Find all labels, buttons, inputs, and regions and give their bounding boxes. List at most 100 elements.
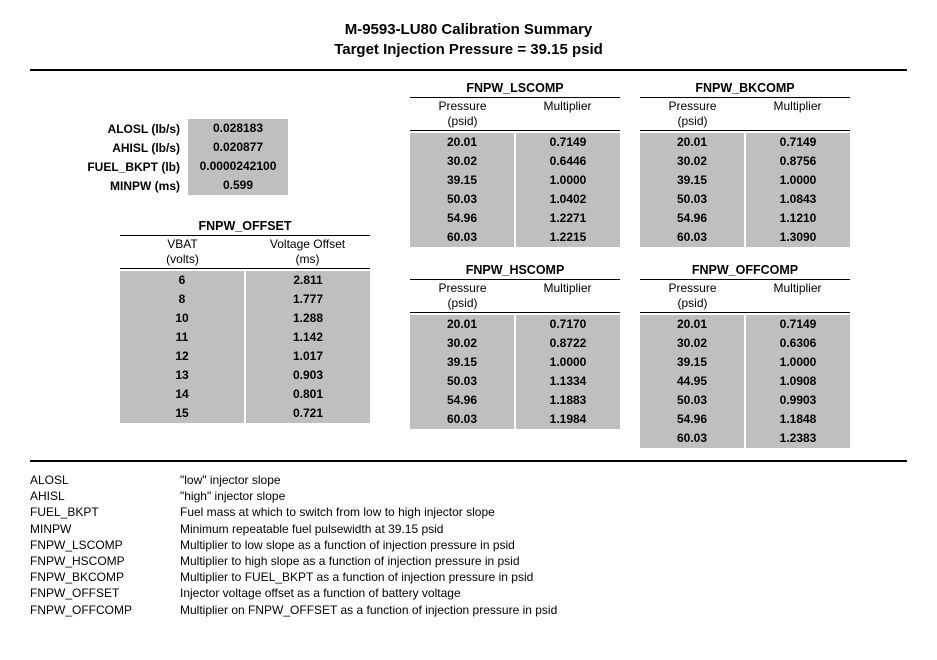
table-row: 20.010.7170: [410, 315, 620, 334]
table-header-cell: Pressure: [410, 280, 515, 296]
table-cell: 0.9903: [746, 391, 850, 410]
table-cell: 0.721: [246, 404, 370, 423]
table-row: 39.151.0000: [410, 353, 620, 372]
table-cell: 50.03: [410, 190, 514, 209]
table-row: 60.031.2215: [410, 228, 620, 247]
table-row: 150.721: [120, 404, 370, 423]
table-cell: 1.0000: [516, 171, 620, 190]
glossary-row: MINPWMinimum repeatable fuel pulsewidth …: [30, 521, 907, 537]
table-cell: 2.811: [246, 271, 370, 290]
table-cell: 1.0000: [746, 171, 850, 190]
table-cell: 20.01: [410, 315, 514, 334]
title-line-2: Target Injection Pressure = 39.15 psid: [30, 40, 907, 60]
table-cell: 44.95: [640, 372, 744, 391]
table-header-cell: Multiplier: [745, 280, 850, 296]
table-cell: 15: [120, 404, 244, 423]
table-subheader-cell: (ms): [245, 252, 370, 268]
table-cell: 11: [120, 328, 244, 347]
table-name: FNPW_OFFCOMP: [640, 263, 850, 280]
table-cell: 0.6446: [516, 152, 620, 171]
table-row: 101.288: [120, 309, 370, 328]
table-cell: 20.01: [640, 315, 744, 334]
table-cell: 0.7149: [516, 133, 620, 152]
table-cell: 1.142: [246, 328, 370, 347]
glossary-row: FNPW_LSCOMPMultiplier to low slope as a …: [30, 537, 907, 553]
table-row: 50.031.1334: [410, 372, 620, 391]
table-cell: 8: [120, 290, 244, 309]
table-fnpw-offcomp: FNPW_OFFCOMPPressureMultiplier(psid) 20.0…: [640, 263, 850, 448]
table-header-cell: Multiplier: [515, 98, 620, 114]
table-row: 50.031.0843: [640, 190, 850, 209]
table-cell: 1.2383: [746, 429, 850, 448]
table-row: 30.020.8722: [410, 334, 620, 353]
table-name: FNPW_BKCOMP: [640, 81, 850, 98]
table-cell: 1.0000: [516, 353, 620, 372]
table-cell: 10: [120, 309, 244, 328]
table-cell: 1.2215: [516, 228, 620, 247]
table-cell: 1.0908: [746, 372, 850, 391]
table-cell: 54.96: [410, 209, 514, 228]
table-header: PressureMultiplier: [640, 280, 850, 296]
table-fnpw-offset: FNPW_OFFSETVBATVoltage Offset(volts)(ms)…: [120, 219, 370, 423]
table-subheader-cell: (psid): [640, 114, 745, 130]
table-cell: 60.03: [640, 228, 744, 247]
glossary-desc: "high" injector slope: [180, 488, 907, 504]
column-mid: FNPW_LSCOMPPressureMultiplier(psid)20.01…: [410, 81, 620, 435]
table-row: 39.151.0000: [410, 171, 620, 190]
glossary-key: FNPW_HSCOMP: [30, 553, 180, 569]
glossary-desc: Injector voltage offset as a function of…: [180, 585, 907, 601]
table-header: PressureMultiplier: [410, 280, 620, 296]
table-cell: 39.15: [410, 353, 514, 372]
table-cell: 1.1984: [516, 410, 620, 429]
glossary-row: FNPW_HSCOMPMultiplier to high slope as a…: [30, 553, 907, 569]
table-cell: 1.1210: [746, 209, 850, 228]
glossary-row: AHISL"high" injector slope: [30, 488, 907, 504]
table-subheader: (psid): [640, 296, 850, 313]
table-row: 39.151.0000: [640, 353, 850, 372]
param-row: ALOSL (lb/s)0.028183: [30, 119, 390, 138]
table-cell: 0.8756: [746, 152, 850, 171]
table-row: 30.020.8756: [640, 152, 850, 171]
glossary-desc: Fuel mass at which to switch from low to…: [180, 504, 907, 520]
param-row: MINPW (ms)0.599: [30, 176, 390, 195]
table-cell: 54.96: [410, 391, 514, 410]
table-subheader: (psid): [410, 114, 620, 131]
table-row: 60.031.3090: [640, 228, 850, 247]
table-cell: 60.03: [410, 410, 514, 429]
params-block: ALOSL (lb/s)0.028183AHISL (lb/s)0.020877…: [30, 119, 390, 195]
table-cell: 20.01: [640, 133, 744, 152]
table-row: 30.020.6306: [640, 334, 850, 353]
table-header-cell: Pressure: [640, 98, 745, 114]
param-label: ALOSL (lb/s): [30, 122, 188, 136]
table-row: 60.031.2383: [640, 429, 850, 448]
table-cell: 54.96: [640, 410, 744, 429]
table-row: 140.801: [120, 385, 370, 404]
divider-top: [30, 69, 907, 71]
table-cell: 1.3090: [746, 228, 850, 247]
table-cell: 1.2271: [516, 209, 620, 228]
glossary-key: FNPW_OFFCOMP: [30, 602, 180, 618]
glossary-row: FNPW_OFFSETInjector voltage offset as a …: [30, 585, 907, 601]
glossary-desc: Minimum repeatable fuel pulsewidth at 39…: [180, 521, 907, 537]
glossary-key: AHISL: [30, 488, 180, 504]
table-cell: 0.7149: [746, 315, 850, 334]
table-row: 54.961.1848: [640, 410, 850, 429]
table-subheader: (psid): [410, 296, 620, 313]
param-label: MINPW (ms): [30, 179, 188, 193]
table-cell: 0.6306: [746, 334, 850, 353]
table-cell: 0.8722: [516, 334, 620, 353]
param-value: 0.020877: [188, 138, 288, 157]
table-cell: 30.02: [410, 152, 514, 171]
table-cell: 50.03: [640, 190, 744, 209]
table-fnpw-lscomp: FNPW_LSCOMPPressureMultiplier(psid)20.01…: [410, 81, 620, 247]
table-cell: 1.777: [246, 290, 370, 309]
table-row: 60.031.1984: [410, 410, 620, 429]
table-subheader-cell: (psid): [640, 296, 745, 312]
glossary-row: FNPW_OFFCOMPMultiplier on FNPW_OFFSET as…: [30, 602, 907, 618]
column-left: ALOSL (lb/s)0.028183AHISL (lb/s)0.020877…: [30, 81, 390, 429]
table-header-cell: Multiplier: [515, 280, 620, 296]
table-row: 54.961.2271: [410, 209, 620, 228]
param-value: 0.599: [188, 176, 288, 195]
table-cell: 1.017: [246, 347, 370, 366]
table-header: PressureMultiplier: [640, 98, 850, 114]
